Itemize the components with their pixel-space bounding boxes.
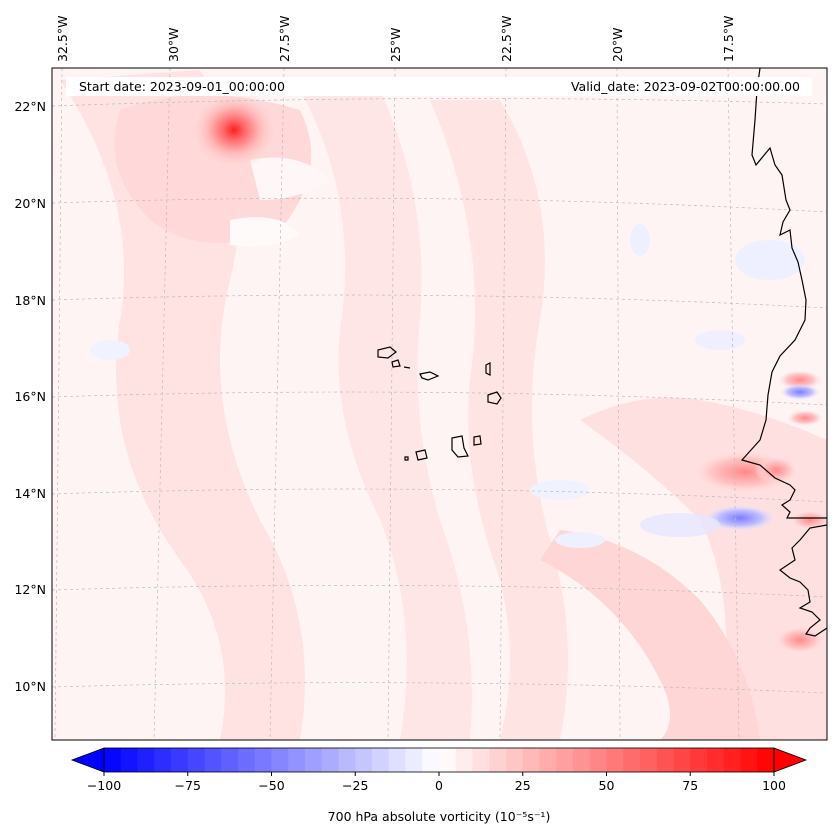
- colorbar-tick-label: −25: [342, 778, 368, 793]
- colorbar-extend-min: [70, 747, 105, 773]
- colorbar-band: [422, 748, 440, 772]
- colorbar-band: [321, 748, 339, 772]
- lon-label: 25°W: [388, 27, 403, 62]
- colorbar-band: [120, 748, 138, 772]
- valid-date-label: Valid_date: 2023-09-02T00:00:00.00: [571, 79, 800, 94]
- colorbar-band: [388, 748, 406, 772]
- colorbar-band: [305, 748, 323, 772]
- colorbar-band: [455, 748, 473, 772]
- colorbar-band: [740, 748, 758, 772]
- colorbar-tick-label: 25: [515, 778, 531, 793]
- lon-label: 27.5°W: [277, 16, 292, 62]
- colorbar-band: [355, 748, 373, 772]
- cape-verde-islands: [377, 346, 502, 461]
- lat-label: 16°N: [14, 389, 46, 404]
- lon-label: 17.5°W: [721, 16, 736, 62]
- colorbar-band: [137, 748, 155, 772]
- colorbar-band: [372, 748, 390, 772]
- colorbar-band: [640, 748, 658, 772]
- coastline-africa: [740, 68, 827, 519]
- colorbar-band: [506, 748, 524, 772]
- map-frame: [51, 67, 828, 741]
- colorbar-band: [204, 748, 222, 772]
- colorbar-tick-label: 100: [762, 778, 786, 793]
- start-date-label: Start date: 2023-09-01_00:00:00: [79, 79, 285, 94]
- colorbar-band: [187, 748, 205, 772]
- lon-label: 22.5°W: [499, 16, 514, 62]
- lat-label: 22°N: [14, 99, 46, 114]
- colorbar-bands: [104, 748, 775, 772]
- lat-label: 20°N: [14, 196, 46, 211]
- colorbar: −100 −75 −50 −25 0 25 50 75 100 700 hPa absolute…: [70, 747, 808, 824]
- colorbar-band: [171, 748, 189, 772]
- colorbar-band: [472, 748, 490, 772]
- colorbar-band: [522, 748, 540, 772]
- lat-label: 14°N: [14, 486, 46, 501]
- colorbar-label: 700 hPa absolute vorticity (10⁻⁵s⁻¹): [328, 809, 551, 824]
- colorbar-band: [723, 748, 741, 772]
- colorbar-band: [539, 748, 557, 772]
- colorbar-band: [271, 748, 289, 772]
- colorbar-tick-label: −75: [175, 778, 201, 793]
- gridlines: [52, 68, 827, 740]
- colorbar-band: [673, 748, 691, 772]
- colorbar-ticks: −100 −75 −50 −25 0 25 50 75 100: [87, 772, 786, 793]
- colorbar-tick-label: −50: [258, 778, 284, 793]
- colorbar-band: [573, 748, 591, 772]
- colorbar-band: [439, 748, 457, 772]
- colorbar-band: [338, 748, 356, 772]
- colorbar-band: [589, 748, 607, 772]
- colorbar-band: [288, 748, 306, 772]
- colorbar-tick-label: −100: [87, 778, 121, 793]
- colorbar-extend-max: [773, 747, 808, 773]
- coastline-guinea: [778, 524, 827, 637]
- colorbar-band: [221, 748, 239, 772]
- colorbar-tick-label: 50: [599, 778, 615, 793]
- colorbar-band: [154, 748, 172, 772]
- header-strip: [66, 77, 812, 96]
- colorbar-band: [489, 748, 507, 772]
- lon-label: 30°W: [166, 27, 181, 62]
- colorbar-band: [606, 748, 624, 772]
- colorbar-tick-label: 0: [435, 778, 443, 793]
- colorbar-band: [623, 748, 641, 772]
- colorbar-tick-label: 75: [682, 778, 698, 793]
- latitude-labels: 22°N 20°N 18°N 16°N 14°N 12°N 10°N: [14, 99, 46, 694]
- colorbar-band: [238, 748, 256, 772]
- colorbar-band: [757, 748, 775, 772]
- colorbar-band: [104, 748, 122, 772]
- colorbar-band: [556, 748, 574, 772]
- lat-label: 18°N: [14, 293, 46, 308]
- colorbar-band: [707, 748, 725, 772]
- vorticity-field: [52, 68, 827, 740]
- longitude-labels: 32.5°W 30°W 27.5°W 25°W 22.5°W 20°W 17.5…: [55, 16, 736, 62]
- lon-label: 20°W: [610, 27, 625, 62]
- lon-label: 32.5°W: [55, 16, 70, 62]
- colorbar-band: [405, 748, 423, 772]
- colorbar-band: [656, 748, 674, 772]
- colorbar-band: [254, 748, 272, 772]
- lat-label: 10°N: [14, 679, 46, 694]
- colorbar-band: [690, 748, 708, 772]
- lat-label: 12°N: [14, 582, 46, 597]
